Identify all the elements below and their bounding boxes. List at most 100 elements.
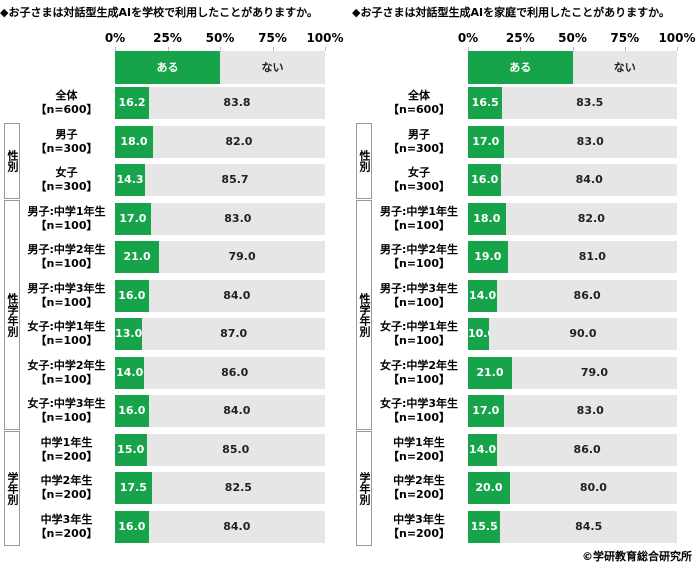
category-label: 男子:中学2年生 【n=100】: [27, 243, 106, 270]
value-label: 14.0: [469, 442, 497, 456]
group-label: 性学年別: [4, 199, 20, 430]
value-label: 90.0: [569, 327, 597, 340]
legend-item: ある: [115, 51, 220, 84]
value-label: 16.5: [471, 96, 499, 109]
bar: [115, 318, 143, 350]
value-label: 81.0: [578, 250, 606, 263]
x-tick-label: 0%: [104, 31, 126, 45]
value-label: 87.0: [220, 327, 248, 340]
value-label: 83.8: [223, 96, 251, 109]
bar: [145, 164, 325, 196]
value-label: 18.0: [120, 134, 148, 148]
group-label: 性学年別: [356, 199, 372, 430]
x-tick-label: 50%: [558, 31, 587, 45]
category-label: 女子:中学1年生 【n=100】: [27, 320, 106, 347]
value-label: 21.0: [476, 365, 504, 379]
category-label: 中学3年生 【n=200】: [387, 512, 450, 540]
value-label: 16.2: [118, 96, 146, 109]
x-tick-label: 75%: [258, 31, 287, 45]
value-label: 83.0: [576, 404, 604, 417]
tick-mark: [115, 47, 116, 51]
value-label: 79.0: [580, 365, 608, 379]
value-label: 17.5: [119, 481, 147, 494]
bar: [468, 356, 512, 389]
group-label: 性別: [356, 122, 372, 199]
bar: [115, 87, 150, 119]
bar: [151, 472, 325, 504]
value-label: 82.0: [225, 134, 253, 148]
tick-mark: [572, 47, 574, 51]
category-label: 中学2年生 【n=200】: [35, 474, 98, 501]
value-label: 17.0: [119, 211, 147, 225]
group-label: 学年別: [4, 430, 20, 546]
category-label: 男子 【n=300】: [387, 127, 450, 155]
value-label: 17.0: [472, 134, 500, 148]
x-tick-label: 0%: [457, 31, 479, 45]
bar: [115, 510, 149, 543]
value-label: 86.0: [573, 442, 601, 456]
legend-item: ない: [220, 51, 325, 84]
tick-mark: [167, 47, 169, 51]
bar: [115, 395, 149, 427]
category-label: 全体 【n=600】: [387, 89, 450, 116]
category-label: 男子:中学3年生 【n=100】: [379, 281, 459, 309]
tick-mark: [520, 47, 522, 51]
value-label: 17.0: [472, 404, 500, 417]
value-label: 10.0: [468, 327, 496, 340]
bar: [502, 87, 677, 119]
bar: [115, 356, 145, 389]
value-label: 84.0: [223, 519, 251, 533]
value-label: 15.0: [117, 442, 145, 456]
bar: [115, 433, 147, 466]
bar: [468, 202, 506, 235]
value-label: 13.0: [115, 327, 143, 340]
bar: [507, 241, 677, 273]
category-label: 女子 【n=300】: [387, 166, 450, 193]
value-label: 85.7: [221, 173, 249, 186]
chart-title: ◆お子さまは対話型生成AIを家庭で利用したことがありますか。: [352, 6, 670, 19]
x-tick-label: 75%: [610, 31, 640, 45]
bar: [115, 125, 153, 158]
value-label: 86.0: [221, 365, 249, 379]
value-label: 84.0: [223, 288, 251, 302]
bar: [152, 125, 325, 158]
bar: [115, 202, 151, 235]
category-label: 女子:中学2年生 【n=100】: [379, 358, 459, 386]
category-label: 女子:中学3年生 【n=100】: [27, 397, 106, 424]
value-label: 84.0: [223, 404, 251, 417]
x-tick-label: 25%: [153, 31, 182, 45]
value-label: 83.0: [576, 134, 604, 148]
bar: [468, 433, 498, 466]
value-label: 21.0: [123, 250, 151, 263]
bar: [148, 395, 325, 427]
bar: [468, 472, 510, 504]
value-label: 85.0: [222, 442, 250, 456]
category-label: 中学1年生 【n=200】: [35, 435, 98, 463]
group-label: 性別: [4, 122, 20, 199]
bar: [468, 164, 502, 196]
bar: [142, 318, 325, 350]
bar: [503, 125, 677, 158]
x-tick-label: 100%: [658, 31, 696, 45]
bar: [115, 164, 146, 196]
tick-mark: [677, 47, 678, 51]
category-label: 男子:中学1年生 【n=100】: [379, 204, 459, 232]
category-label: 女子:中学1年生 【n=100】: [379, 320, 459, 347]
bar: [159, 241, 325, 273]
bar: [501, 164, 677, 196]
bar: [468, 395, 504, 427]
tick-mark: [624, 47, 626, 51]
value-label: 20.0: [475, 481, 503, 494]
bar: [497, 279, 677, 312]
bar: [503, 395, 677, 427]
bar: [146, 433, 325, 466]
footer: ©学研教育総合研究所: [582, 550, 692, 563]
value-label: 16.0: [118, 519, 146, 533]
bar: [115, 241, 160, 273]
legend-item: ない: [572, 51, 677, 84]
bar: [505, 202, 677, 235]
category-label: 男子:中学2年生 【n=100】: [379, 243, 459, 270]
value-label: 83.0: [224, 211, 252, 225]
value-label: 14.3: [116, 173, 144, 186]
